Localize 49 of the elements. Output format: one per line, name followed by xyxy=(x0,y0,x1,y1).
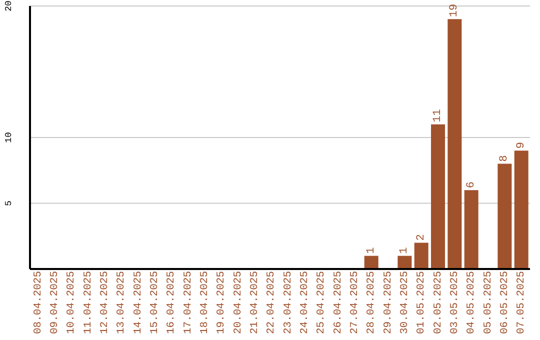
x-tick-label: 07.05.2025 xyxy=(516,271,528,334)
x-tick-label: 15.04.2025 xyxy=(149,271,161,334)
bar xyxy=(398,256,412,269)
x-tick-label: 30.04.2025 xyxy=(399,271,411,334)
bar xyxy=(414,242,428,269)
x-tick-label: 25.04.2025 xyxy=(316,271,328,334)
data-label: 2 xyxy=(415,234,428,241)
x-tick-label: 17.04.2025 xyxy=(182,271,194,334)
x-tick-label: 01.05.2025 xyxy=(416,271,428,334)
bar xyxy=(498,164,512,269)
x-tick-label: 06.05.2025 xyxy=(499,271,511,334)
x-tick-label: 12.04.2025 xyxy=(99,271,111,334)
x-tick-label: 02.05.2025 xyxy=(432,271,444,334)
x-tick-label: 09.04.2025 xyxy=(49,271,61,334)
x-tick-label: 24.04.2025 xyxy=(299,271,311,334)
x-tick-label: 08.04.2025 xyxy=(32,271,44,334)
x-tick-label: 27.04.2025 xyxy=(349,271,361,334)
x-tick-label: 29.04.2025 xyxy=(382,271,394,334)
bar xyxy=(464,190,478,269)
x-tick-label: 14.04.2025 xyxy=(132,271,144,334)
x-tick-label: 04.05.2025 xyxy=(466,271,478,334)
y-tick-label: 5 xyxy=(4,200,14,206)
x-tick-label: 21.04.2025 xyxy=(249,271,261,334)
x-tick-label: 03.05.2025 xyxy=(449,271,461,334)
x-tick-label: 11.04.2025 xyxy=(82,271,94,334)
x-tick-label: 23.04.2025 xyxy=(282,271,294,334)
y-tick-label: 20 xyxy=(4,0,14,12)
data-label: 9 xyxy=(515,142,528,149)
x-tick-label: 26.04.2025 xyxy=(332,271,344,334)
x-tick-label: 10.04.2025 xyxy=(66,271,78,334)
data-label: 1 xyxy=(398,246,411,254)
x-tick-label: 18.04.2025 xyxy=(199,271,211,334)
y-tick-label: 10 xyxy=(4,132,14,143)
bar xyxy=(364,256,378,269)
x-tick-label: 05.05.2025 xyxy=(482,271,494,334)
data-label: 6 xyxy=(465,181,478,188)
data-label: 11 xyxy=(432,108,444,122)
x-tick-label: 28.04.2025 xyxy=(366,271,378,334)
data-label: 1 xyxy=(365,246,378,254)
x-tick-label: 13.04.2025 xyxy=(116,271,128,334)
x-tick-label: 22.04.2025 xyxy=(266,271,278,334)
x-tick-label: 16.04.2025 xyxy=(166,271,178,334)
bar xyxy=(448,19,462,269)
bar xyxy=(514,150,528,269)
data-label: 19 xyxy=(448,4,461,18)
x-tick-label: 19.04.2025 xyxy=(216,271,228,334)
bar xyxy=(431,124,445,269)
data-label: 8 xyxy=(498,155,511,162)
x-tick-label: 20.04.2025 xyxy=(232,271,244,334)
